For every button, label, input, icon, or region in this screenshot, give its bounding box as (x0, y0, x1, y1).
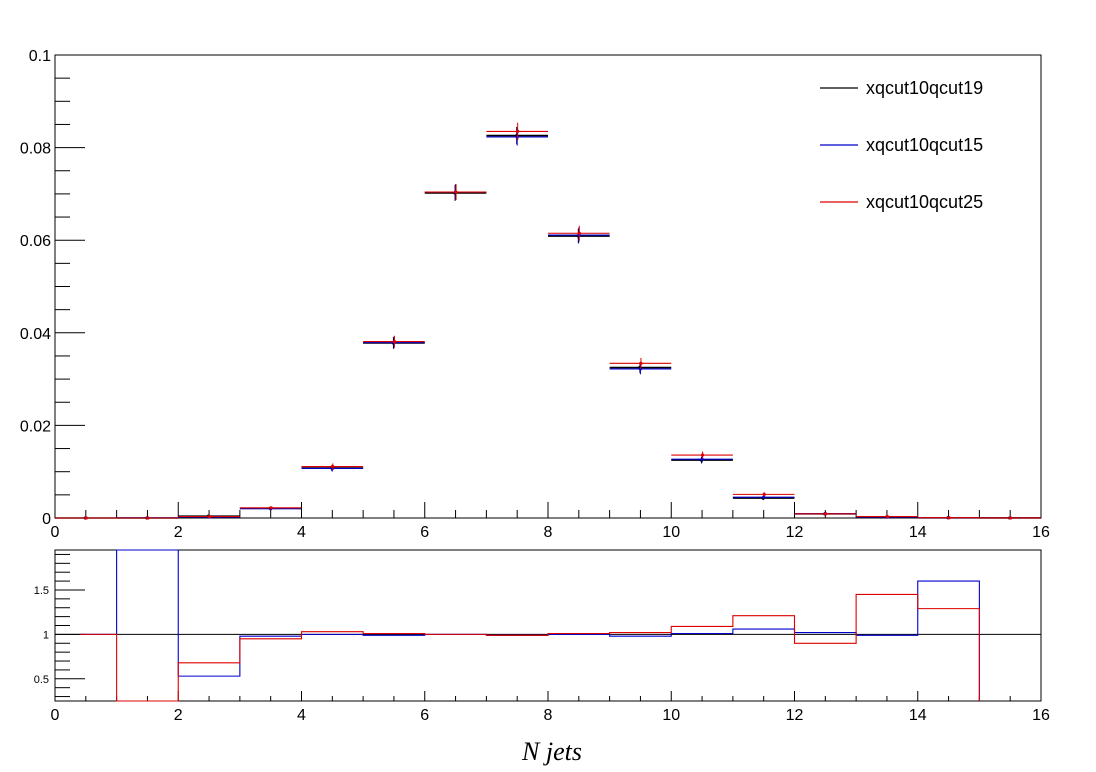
ratio-y-tick-label: 1 (43, 629, 49, 641)
ratio-y-tick-label: 1.5 (34, 585, 49, 597)
ratio-x-tick-label: 0 (51, 707, 60, 724)
y-tick-label: 0 (42, 511, 51, 528)
bin-marker-xqcut10qcut25 (207, 515, 212, 519)
x-tick-label: 2 (174, 524, 183, 541)
y-tick-label: 0.06 (20, 233, 51, 250)
bin-marker-xqcut10qcut25 (84, 516, 88, 520)
ratio-x-tick-label: 10 (662, 707, 680, 724)
bin-marker-xqcut10qcut25 (762, 492, 766, 496)
ratio-x-tick-label: 8 (544, 707, 553, 724)
x-axis-title: N jets (521, 737, 582, 766)
x-tick-label: 4 (297, 524, 306, 541)
ratio-x-tick-label: 6 (420, 707, 429, 724)
y-tick-label: 0.1 (29, 48, 51, 65)
ratio-x-tick-label: 12 (786, 707, 804, 724)
main-plot-frame (54, 54, 1042, 519)
ratio-x-tick-label: 16 (1032, 707, 1050, 724)
legend-entry: xqcut10qcut19 (866, 78, 983, 98)
bin-marker-xqcut10qcut25 (269, 506, 273, 510)
ratio-x-tick-label: 4 (297, 707, 306, 724)
bin-marker-xqcut10qcut25 (146, 516, 150, 520)
bin-marker-xqcut10qcut25 (392, 339, 397, 344)
ratio-x-tick-label: 14 (909, 707, 927, 724)
x-tick-label: 8 (544, 524, 553, 541)
bin-marker-xqcut10qcut25 (639, 361, 643, 365)
y-tick-label: 0.08 (20, 141, 51, 158)
y-tick-label: 0.04 (20, 326, 51, 343)
y-tick-label: 0.02 (20, 418, 51, 435)
bin-marker-xqcut10qcut25 (947, 516, 951, 520)
x-tick-label: 0 (51, 524, 60, 541)
x-tick-label: 6 (420, 524, 429, 541)
x-tick-label: 12 (786, 524, 804, 541)
bin-marker-xqcut10qcut25 (700, 453, 705, 457)
ratio-panel: 0.5 1 1.5 0 2 4 6 8 10 12 14 16 (34, 549, 1050, 724)
bin-marker-xqcut10qcut25 (824, 512, 828, 516)
bin-marker-xqcut10qcut25 (885, 515, 890, 519)
ratio-x-tick-label: 2 (174, 707, 183, 724)
legend-entry: xqcut10qcut15 (866, 135, 983, 155)
ratio-y-tick-label: 0.5 (34, 674, 49, 686)
bin-marker-xqcut10qcut25 (331, 465, 335, 469)
main-histogram-panel: 0 0.02 0.04 0.06 0.08 0.1 0 2 4 6 8 10 12 14 16 xqcut10… (20, 48, 1050, 541)
bin-marker-xqcut10qcut25 (1009, 516, 1013, 520)
x-tick-label: 16 (1032, 524, 1050, 541)
bin-marker-xqcut10qcut25 (454, 190, 458, 194)
ratio-line-xqcut10qcut15 (79, 549, 980, 701)
legend-entry: xqcut10qcut25 (866, 192, 983, 212)
x-tick-label: 14 (909, 524, 927, 541)
x-tick-label: 10 (662, 524, 680, 541)
bin-marker-xqcut10qcut25 (516, 129, 520, 133)
ratio-line-xqcut10qcut25 (79, 593, 980, 702)
bin-marker-xqcut10qcut25 (577, 231, 581, 235)
ratio-plot-frame (54, 549, 1042, 702)
